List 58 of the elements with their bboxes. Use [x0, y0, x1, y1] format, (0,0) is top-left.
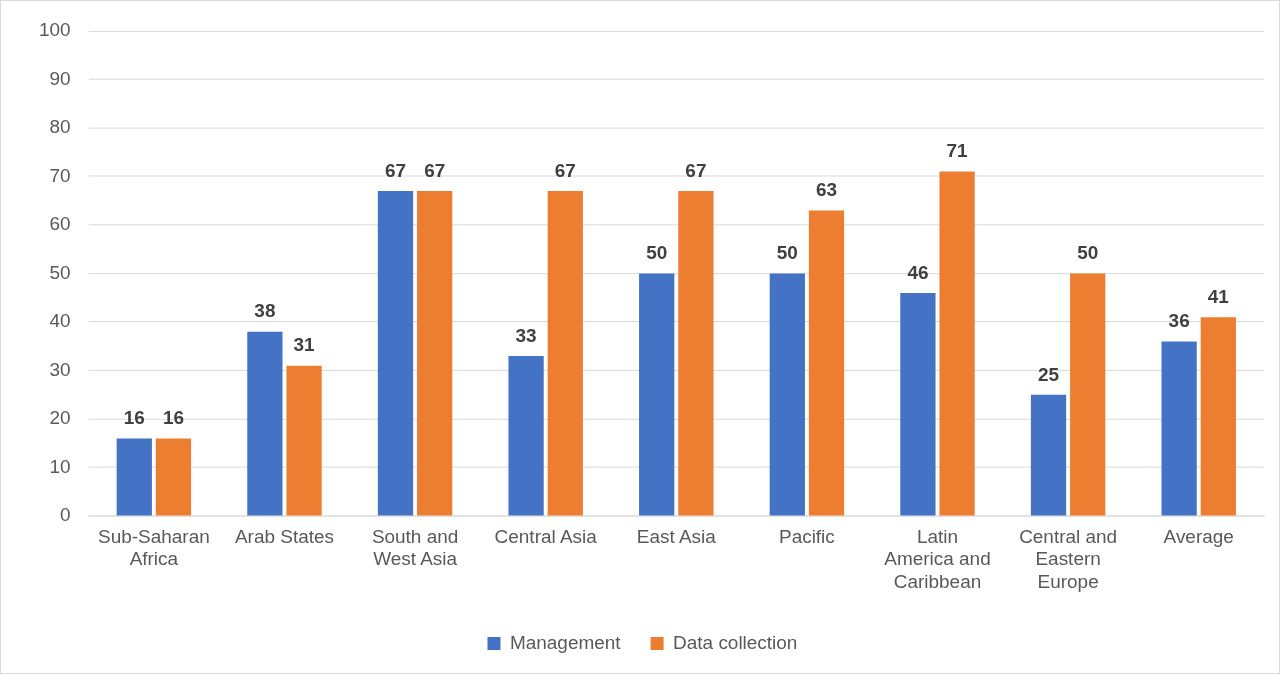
bar — [286, 365, 322, 516]
bar — [678, 191, 714, 516]
data-label: 67 — [685, 159, 707, 181]
data-label: 50 — [776, 242, 798, 264]
data-label: 38 — [254, 300, 276, 322]
y-tick-label: 80 — [49, 116, 71, 138]
y-tick-label: 50 — [49, 261, 71, 283]
bar — [769, 273, 805, 516]
data-label: 46 — [907, 261, 929, 283]
data-label: 63 — [815, 179, 838, 201]
y-tick-label: 0 — [60, 504, 71, 526]
bar — [547, 191, 583, 516]
bar — [900, 292, 936, 516]
data-label: 50 — [646, 242, 668, 264]
y-tick-label: 90 — [49, 67, 71, 89]
y-tick-label: 70 — [49, 164, 71, 186]
data-label: 33 — [515, 324, 537, 346]
x-tick-label: Pacific — [778, 525, 835, 547]
y-tick-label: 60 — [49, 213, 71, 235]
x-tick-label: South and West Asia — [371, 525, 459, 570]
bar — [1200, 317, 1236, 516]
bar — [155, 438, 192, 516]
bar — [417, 191, 453, 516]
x-tick-label: Arab States — [234, 525, 334, 547]
x-tick-label: Latin America and Caribbean — [884, 525, 991, 593]
data-label: 67 — [384, 159, 407, 181]
legend-label: Data collection — [673, 631, 798, 653]
data-label: 41 — [1207, 285, 1229, 307]
bar — [1070, 273, 1106, 516]
data-label: 25 — [1037, 363, 1060, 385]
data-label: 36 — [1168, 310, 1190, 332]
y-tick-label: 20 — [49, 407, 71, 429]
x-tick-label: Central and Eastern Europe — [1019, 525, 1118, 593]
data-label: 16 — [162, 407, 184, 429]
y-tick-label: 40 — [49, 310, 71, 332]
x-tick-label: East Asia — [636, 525, 717, 547]
bar — [808, 210, 845, 516]
legend-label: Management — [509, 631, 622, 653]
bar — [377, 191, 414, 516]
data-label: 67 — [554, 159, 576, 181]
data-label: 67 — [424, 159, 446, 181]
y-tick-label: 10 — [49, 455, 71, 477]
x-tick-label: Central Asia — [494, 525, 598, 547]
data-label: 16 — [123, 407, 145, 429]
data-label: 31 — [293, 334, 315, 356]
x-tick-label: Sub-Saharan Africa — [98, 525, 210, 570]
bar — [116, 438, 152, 516]
y-tick-label: 100 — [38, 19, 71, 41]
data-label: 50 — [1077, 242, 1099, 264]
y-tick-label: 30 — [49, 358, 71, 380]
bar — [639, 273, 675, 516]
bar — [939, 171, 975, 516]
bar — [508, 355, 544, 516]
bar — [247, 331, 283, 516]
bar — [1030, 394, 1067, 516]
bar — [1161, 341, 1197, 516]
x-tick-label: Average — [1163, 525, 1234, 547]
data-label: 71 — [946, 140, 968, 162]
